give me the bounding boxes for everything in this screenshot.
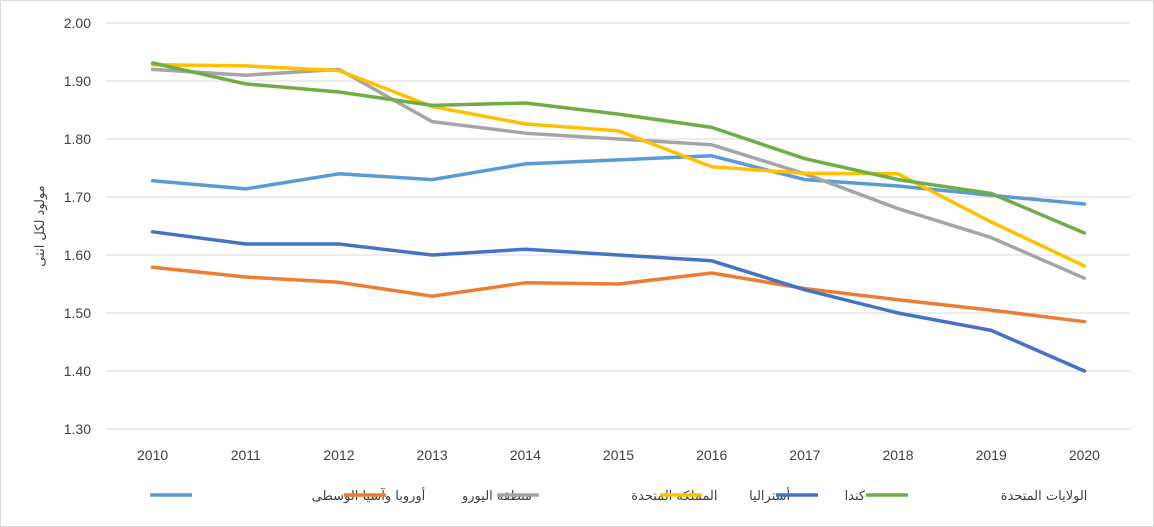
x-axis-ticks: 2010 2011 2012 2013 2014 2015 2016 2017 2018 2019… bbox=[137, 447, 1100, 463]
legend-label-4: كندا bbox=[845, 489, 866, 504]
x-tick-label: 2015 bbox=[603, 447, 634, 463]
y-axis-label: مولود لكل انثى bbox=[33, 185, 48, 266]
series-line-1 bbox=[150, 265, 1087, 324]
y-axis-ticks: 1.30 1.40 1.50 1.60 1.70 1.80 1.90 2.00 bbox=[64, 15, 91, 437]
series-line-2 bbox=[150, 67, 1087, 280]
y-tick-label: 1.40 bbox=[64, 363, 91, 379]
legend-label-1: منطقة اليورو bbox=[461, 489, 532, 504]
x-tick-label: 2017 bbox=[789, 447, 820, 463]
x-tick-label: 2013 bbox=[417, 447, 448, 463]
y-tick-label: 1.60 bbox=[64, 247, 91, 263]
y-tick-label: 1.80 bbox=[64, 131, 91, 147]
legend-label-3: أستراليا bbox=[749, 487, 790, 504]
x-tick-label: 2020 bbox=[1069, 447, 1100, 463]
x-tick-label: 2018 bbox=[882, 447, 913, 463]
y-tick-label: 1.70 bbox=[64, 189, 91, 205]
x-tick-label: 2012 bbox=[323, 447, 354, 463]
y-tick-label: 1.90 bbox=[64, 73, 91, 89]
x-tick-label: 2011 bbox=[231, 447, 261, 463]
x-tick-label: 2016 bbox=[696, 447, 727, 463]
series-line-3 bbox=[150, 63, 1087, 268]
series-line-5 bbox=[150, 61, 1087, 235]
x-tick-label: 2014 bbox=[510, 447, 541, 463]
y-tick-label: 1.50 bbox=[64, 305, 91, 321]
y-tick-label: 1.30 bbox=[64, 421, 91, 437]
x-tick-label: 2019 bbox=[976, 447, 1007, 463]
series-line-4 bbox=[150, 230, 1087, 373]
series-lines bbox=[150, 61, 1087, 373]
legend: أوروبا وآسيا الوسطىمنطقة اليوروالمملكة ا… bbox=[150, 487, 1087, 504]
y-tick-label: 2.00 bbox=[64, 15, 91, 31]
legend-label-5: الولايات المتحدة bbox=[1001, 489, 1088, 504]
x-tick-label: 2010 bbox=[137, 447, 168, 463]
